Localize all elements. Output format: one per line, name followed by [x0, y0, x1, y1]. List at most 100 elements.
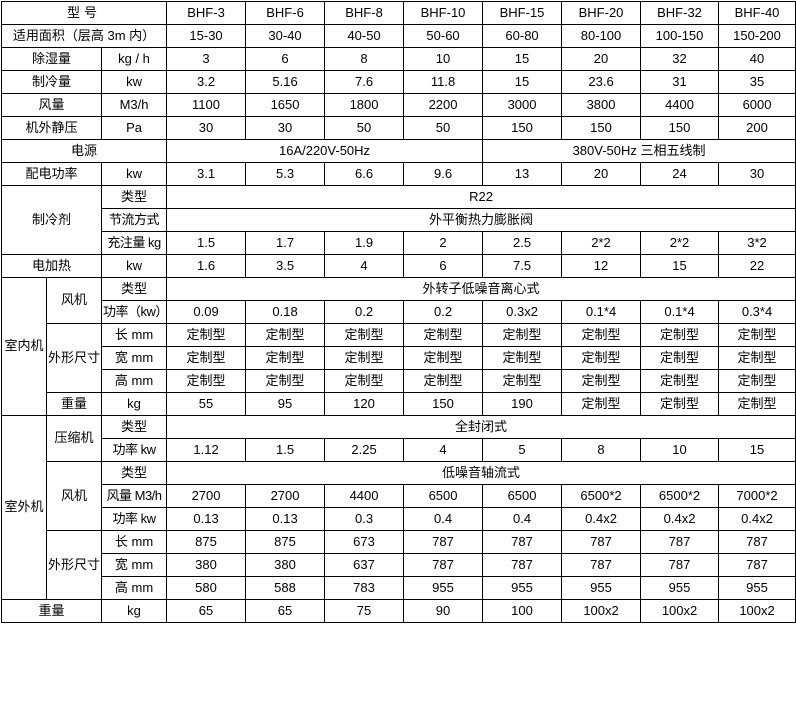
outdoor-fan-power-value-7: 0.4x2 — [718, 507, 796, 531]
table-row-outdoor-height: 高 mm 580 588 783 955 955 955 955 955 — [2, 576, 796, 600]
indoor-length-value-1: 定制型 — [245, 323, 326, 347]
refrigerant-charge-value-2: 1.9 — [324, 231, 405, 255]
indoor-fan-power-value-2: 0.2 — [324, 300, 405, 324]
distribution-power-value-6: 24 — [640, 162, 720, 186]
row-unit-dehumidify: kg / h — [100, 47, 168, 71]
table-row-indoor-weight: 重量 kg 55 95 120 150 190 定制型 定制型 定制型 — [2, 392, 796, 416]
section-label-refrigerant: 制冷剂 — [1, 185, 102, 255]
distribution-power-value-3: 9.6 — [403, 162, 484, 186]
indoor-length-value-6: 定制型 — [640, 323, 720, 347]
outdoor-weight-value-6: 100x2 — [640, 599, 720, 623]
outdoor-compressor-type-value: 全封闭式 — [166, 415, 796, 439]
indoor-fan-power-value-7: 0.3*4 — [718, 300, 796, 324]
outdoor-fan-airflow-value-3: 6500 — [403, 484, 484, 508]
cooling-value-2: 7.6 — [324, 70, 405, 94]
outdoor-length-value-6: 787 — [640, 530, 720, 554]
area-value-5: 80-100 — [561, 24, 642, 48]
indoor-fan-power-value-4: 0.3x2 — [482, 300, 563, 324]
outdoor-weight-value-7: 100x2 — [718, 599, 796, 623]
area-value-1: 30-40 — [245, 24, 326, 48]
outdoor-length-value-5: 787 — [561, 530, 642, 554]
table-row-outdoor-width: 宽 mm 380 380 637 787 787 787 787 787 — [2, 553, 796, 577]
subsection-label-indoor-fan: 风机 — [46, 277, 102, 324]
outdoor-fan-airflow-value-5: 6500*2 — [561, 484, 642, 508]
refrigerant-charge-value-7: 3*2 — [718, 231, 796, 255]
row-label-indoor-height: 高 mm — [100, 369, 168, 393]
outdoor-length-value-4: 787 — [482, 530, 563, 554]
airflow-value-4: 3000 — [482, 93, 563, 117]
airflow-value-5: 3800 — [561, 93, 642, 117]
outdoor-weight-value-2: 75 — [324, 599, 405, 623]
indoor-width-value-3: 定制型 — [403, 346, 484, 370]
row-label-indoor-length: 长 mm — [100, 323, 168, 347]
static-pressure-value-4: 150 — [482, 116, 563, 140]
row-label-refrigerant-type: 类型 — [100, 185, 168, 209]
electric-heat-value-3: 6 — [403, 254, 484, 278]
section-label-indoor-unit: 室内机 — [1, 277, 47, 416]
outdoor-fan-power-value-3: 0.4 — [403, 507, 484, 531]
table-row-outdoor-weight: 重量 kg 65 65 75 90 100 100x2 100x2 100x2 — [1, 599, 796, 623]
row-label-outdoor-width: 宽 mm — [100, 553, 168, 577]
dehumidify-value-1: 6 — [245, 47, 326, 71]
outdoor-width-value-3: 787 — [403, 553, 484, 577]
indoor-width-value-5: 定制型 — [561, 346, 642, 370]
indoor-width-value-2: 定制型 — [324, 346, 405, 370]
row-unit-cooling: kw — [100, 70, 168, 94]
outdoor-length-value-7: 787 — [718, 530, 796, 554]
indoor-fan-power-value-3: 0.2 — [403, 300, 484, 324]
indoor-height-value-5: 定制型 — [561, 369, 642, 393]
area-value-2: 40-50 — [324, 24, 405, 48]
static-pressure-value-2: 50 — [324, 116, 405, 140]
indoor-weight-value-1: 95 — [245, 392, 326, 416]
outdoor-fan-power-value-6: 0.4x2 — [640, 507, 720, 531]
row-label-indoor-fan-type: 类型 — [100, 277, 168, 301]
outdoor-compressor-power-value-0: 1.12 — [166, 438, 247, 462]
indoor-fan-power-value-1: 0.18 — [245, 300, 326, 324]
outdoor-weight-value-3: 90 — [403, 599, 484, 623]
indoor-fan-power-value-0: 0.09 — [166, 300, 247, 324]
indoor-length-value-0: 定制型 — [166, 323, 247, 347]
row-unit-outdoor-weight: kg — [100, 599, 168, 623]
dehumidify-value-2: 8 — [324, 47, 405, 71]
row-label-refrigerant-charge: 充注量 kg — [100, 231, 168, 255]
power-supply-three-phase: 380V-50Hz 三相五线制 — [482, 139, 796, 163]
indoor-width-value-0: 定制型 — [166, 346, 247, 370]
indoor-weight-value-2: 120 — [324, 392, 405, 416]
indoor-height-value-3: 定制型 — [403, 369, 484, 393]
outdoor-compressor-power-value-4: 5 — [482, 438, 563, 462]
model-header-label: 型号 — [0, 1, 168, 25]
subsection-label-indoor-dimensions: 外形尺寸 — [46, 323, 102, 393]
indoor-weight-value-7: 定制型 — [718, 392, 796, 416]
outdoor-weight-value-5: 100x2 — [561, 599, 642, 623]
table-row-outdoor-compressor-power: 功率 kw 1.12 1.5 2.25 4 5 8 10 15 — [2, 438, 796, 462]
dehumidify-value-3: 10 — [403, 47, 484, 71]
refrigerant-type-value: R22 — [166, 185, 796, 209]
static-pressure-value-3: 50 — [403, 116, 484, 140]
outdoor-fan-airflow-value-0: 2700 — [166, 484, 247, 508]
row-unit-static-pressure: Pa — [100, 116, 168, 140]
subsection-label-outdoor-fan: 风机 — [46, 461, 102, 531]
distribution-power-value-5: 20 — [561, 162, 642, 186]
outdoor-weight-value-1: 65 — [245, 599, 326, 623]
row-label-distribution-power: 配电功率 — [1, 162, 102, 186]
cooling-value-7: 35 — [718, 70, 796, 94]
indoor-weight-value-5: 定制型 — [561, 392, 642, 416]
outdoor-fan-airflow-value-7: 7000*2 — [718, 484, 796, 508]
refrigerant-charge-value-4: 2.5 — [482, 231, 563, 255]
static-pressure-value-1: 30 — [245, 116, 326, 140]
outdoor-width-value-0: 380 — [166, 553, 247, 577]
indoor-width-value-4: 定制型 — [482, 346, 563, 370]
distribution-power-value-7: 30 — [718, 162, 796, 186]
outdoor-fan-power-value-4: 0.4 — [482, 507, 563, 531]
cooling-value-5: 23.6 — [561, 70, 642, 94]
area-value-4: 60-80 — [482, 24, 563, 48]
indoor-height-value-4: 定制型 — [482, 369, 563, 393]
dehumidify-value-6: 32 — [640, 47, 720, 71]
outdoor-fan-airflow-value-6: 6500*2 — [640, 484, 720, 508]
model-column-7: BHF-40 — [718, 1, 796, 25]
outdoor-width-value-6: 787 — [640, 553, 720, 577]
section-label-outdoor-unit: 室外机 — [1, 415, 47, 600]
model-column-3: BHF-10 — [403, 1, 484, 25]
outdoor-weight-value-0: 65 — [166, 599, 247, 623]
